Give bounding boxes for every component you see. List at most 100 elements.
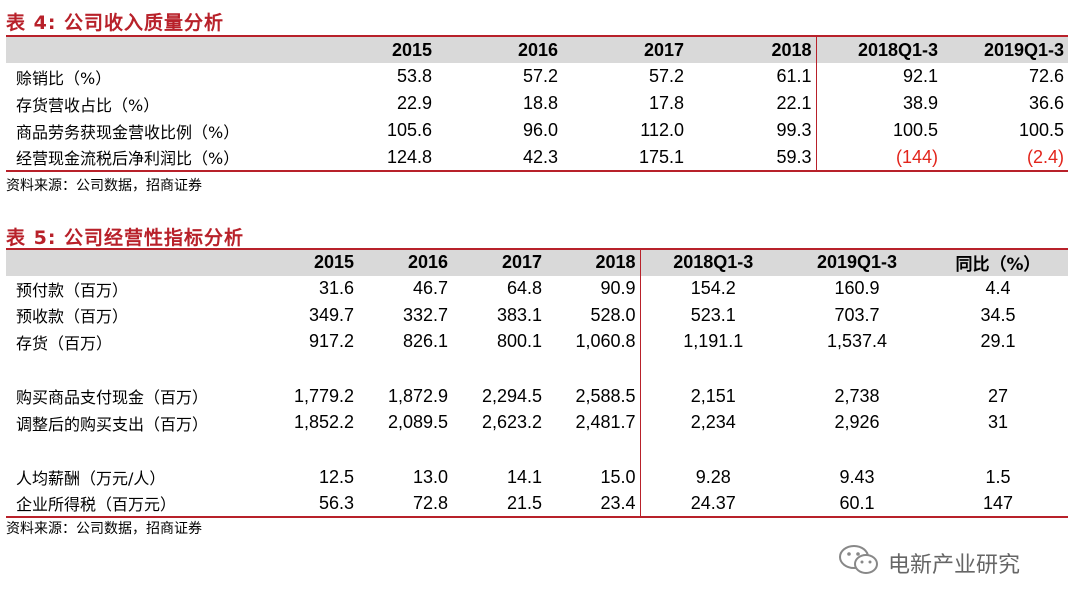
table-cell: 42.3 <box>522 146 558 167</box>
table5-operating-indicators: 2015 2016 2017 2018 2018Q1-3 2019Q1-3 同比… <box>6 248 1068 518</box>
header-cell: 2017 <box>452 249 546 276</box>
table-row: 经营现金流税后净利润比（%） 124.8 42.3 175.1 59.3 (14… <box>6 144 1068 171</box>
header-cell: 2019Q1-3 <box>786 249 928 276</box>
table-cell: 100.5 <box>1018 120 1064 140</box>
table4-source: 资料来源：公司数据，招商证券 <box>6 178 202 194</box>
table-cell: 64.8 <box>506 278 542 299</box>
table-cell: 2,481.7 <box>575 412 636 433</box>
table-cell: 175.1 <box>638 146 684 167</box>
watermark: 电新产业研究 <box>838 543 1020 583</box>
table-row: 人均薪酬（万元/人） 12.5 13.0 14.1 15.0 9.28 9.43… <box>6 464 1068 491</box>
row-label: 调整后的购买支出（百万） <box>16 414 209 434</box>
table-cell: 349.7 <box>308 304 354 325</box>
header-cell: 2018 <box>688 36 816 63</box>
table-header-row: 2015 2016 2017 2018 2018Q1-3 2019Q1-3 同比… <box>6 249 1068 276</box>
table-cell: 72.6 <box>1028 66 1064 86</box>
table-cell: 31 <box>987 412 1009 433</box>
table-cell: 56.3 <box>318 492 354 513</box>
table-cell: 112.0 <box>640 120 684 140</box>
header-cell <box>6 36 326 63</box>
table-cell: 703.7 <box>834 304 880 325</box>
wechat-icon <box>838 543 880 583</box>
row-label: 存货营收占比（%） <box>16 95 160 115</box>
spacer-row <box>6 355 1068 383</box>
table-cell: 523.1 <box>639 302 786 329</box>
table-cell: 4.4 <box>985 278 1011 299</box>
table-row: 存货（百万） 917.2 826.1 800.1 1,060.8 1,191.1… <box>6 328 1068 355</box>
table-cell: 2,089.5 <box>387 412 448 433</box>
table-cell: 29.1 <box>980 331 1016 352</box>
table-cell: 46.7 <box>412 278 448 299</box>
table-cell: 17.8 <box>648 93 684 113</box>
table-cell: 23.4 <box>600 492 636 513</box>
row-label: 赊销比（%） <box>16 68 112 88</box>
table-cell: 917.2 <box>308 331 354 352</box>
table-cell: 15.0 <box>600 466 636 487</box>
row-label: 商品劳务获现金营收比例（%） <box>16 122 240 142</box>
table-row: 调整后的购买支出（百万） 1,852.2 2,089.5 2,623.2 2,4… <box>6 409 1068 436</box>
row-label: 存货（百万） <box>16 333 113 353</box>
table-cell: 160.9 <box>834 278 880 299</box>
table-cell: 1,872.9 <box>387 385 448 406</box>
table-cell: 96.0 <box>522 120 558 140</box>
table-row: 企业所得税（百万元） 56.3 72.8 21.5 23.4 24.37 60.… <box>6 490 1068 517</box>
table4-income-quality: 2015 2016 2017 2018 2018Q1-3 2019Q1-3 赊销… <box>6 35 1068 172</box>
header-cell: 2018 <box>546 249 640 276</box>
table-cell: 12.5 <box>318 466 354 487</box>
table-cell: 22.9 <box>396 93 432 113</box>
table-cell: 100.5 <box>815 117 942 144</box>
header-cell <box>6 249 270 276</box>
table-cell: 99.3 <box>776 120 812 140</box>
table-cell: 14.1 <box>506 466 542 487</box>
header-cell: 2018Q1-3 <box>639 249 786 276</box>
table-header-row: 2015 2016 2017 2018 2018Q1-3 2019Q1-3 <box>6 36 1068 63</box>
table-cell: 53.8 <box>396 66 432 86</box>
spacer-row <box>6 436 1068 464</box>
table-cell: 154.2 <box>639 275 786 302</box>
table-cell: 826.1 <box>402 331 448 352</box>
table-cell: 61.1 <box>776 66 812 86</box>
header-cell: 2015 <box>326 36 436 63</box>
table5-source: 资料来源：公司数据，招商证券 <box>6 521 202 537</box>
table-row: 商品劳务获现金营收比例（%） 105.6 96.0 112.0 99.3 100… <box>6 117 1068 144</box>
header-cell: 2018Q1-3 <box>815 36 942 63</box>
table-cell: 2,294.5 <box>481 385 542 406</box>
negative-value-cell: (2.4) <box>1026 146 1064 167</box>
table-cell: 2,738 <box>834 385 880 406</box>
table-row: 预收款（百万） 349.7 332.7 383.1 528.0 523.1 70… <box>6 302 1068 329</box>
table-cell: 60.1 <box>839 492 875 513</box>
header-cell: 同比（%） <box>928 249 1068 276</box>
table-cell: 34.5 <box>980 304 1016 325</box>
header-cell: 2015 <box>270 249 358 276</box>
table-cell: 92.1 <box>815 63 942 90</box>
row-label: 人均薪酬（万元/人） <box>16 469 166 489</box>
table-cell: 2,926 <box>834 412 880 433</box>
header-cell: 2019Q1-3 <box>942 36 1068 63</box>
table-cell: 9.43 <box>839 466 875 487</box>
table-cell: 332.7 <box>402 304 448 325</box>
table-cell: 800.1 <box>496 331 542 352</box>
table-cell: 2,588.5 <box>575 385 636 406</box>
row-label: 经营现金流税后净利润比（%） <box>16 149 240 168</box>
table-cell: 59.3 <box>776 146 812 167</box>
table-cell: 1,779.2 <box>293 385 354 406</box>
row-label: 购买商品支付现金（百万） <box>16 388 209 408</box>
header-cell: 2016 <box>436 36 562 63</box>
table-cell: 36.6 <box>1028 93 1064 113</box>
table-cell: 27 <box>987 385 1009 406</box>
table-row: 预付款（百万） 31.6 46.7 64.8 90.9 154.2 160.9 … <box>6 275 1068 302</box>
table-row: 存货营收占比（%） 22.9 18.8 17.8 22.1 38.9 36.6 <box>6 90 1068 117</box>
table-cell: 57.2 <box>522 66 558 86</box>
table-cell: 18.8 <box>522 93 558 113</box>
table-cell: 9.28 <box>639 464 786 491</box>
table-cell: 38.9 <box>815 90 942 117</box>
header-cell: 2016 <box>358 249 452 276</box>
table-cell: 57.2 <box>648 66 684 86</box>
table-cell: 1,537.4 <box>826 331 888 352</box>
table-cell: 21.5 <box>506 492 542 513</box>
table5-title: 表 5: 公司经营性指标分析 <box>6 227 245 249</box>
row-label: 企业所得税（百万元） <box>16 495 177 515</box>
table-cell: 124.8 <box>386 146 432 167</box>
table4-title: 表 4: 公司收入质量分析 <box>6 12 225 34</box>
table-cell: 72.8 <box>412 492 448 513</box>
